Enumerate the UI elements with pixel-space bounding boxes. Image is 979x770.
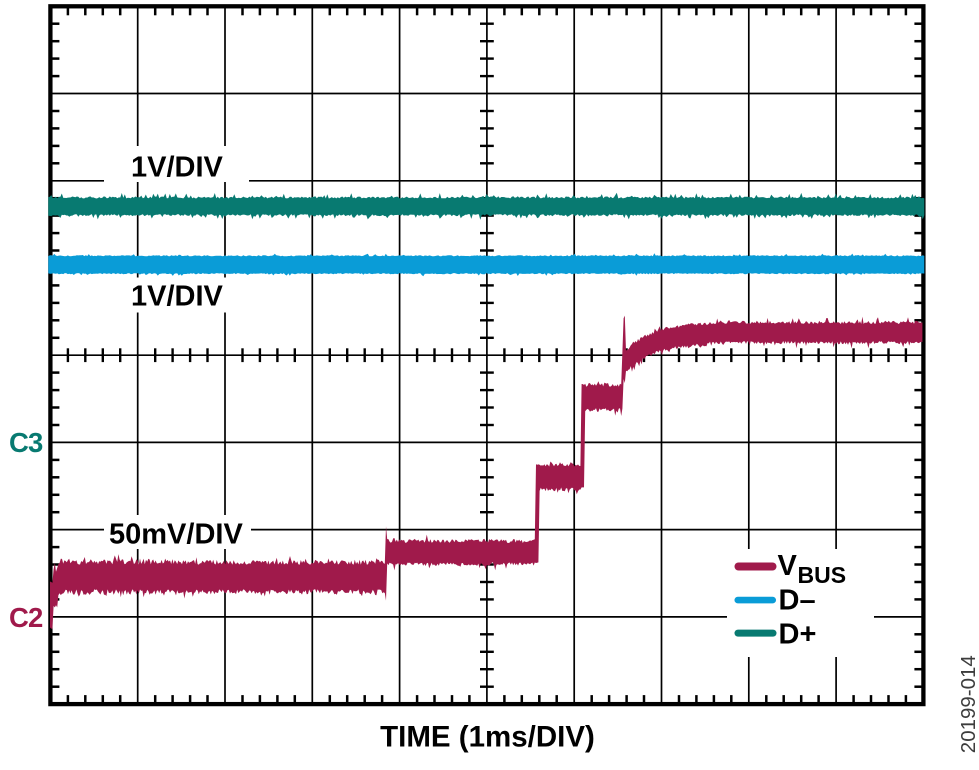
svg-text:D+: D+ [779, 619, 817, 651]
svg-text:TIME (1ms/DIV): TIME (1ms/DIV) [380, 720, 595, 753]
svg-text:C3: C3 [9, 427, 43, 458]
svg-text:D–: D– [779, 585, 816, 617]
svg-text:20199-014: 20199-014 [957, 655, 979, 753]
svg-text:50mV/DIV: 50mV/DIV [109, 519, 243, 551]
svg-text:1V/DIV: 1V/DIV [131, 280, 224, 312]
svg-text:1V/DIV: 1V/DIV [131, 152, 224, 184]
svg-text:V: V [778, 550, 798, 582]
svg-text:C2: C2 [9, 602, 43, 633]
svg-text:BUS: BUS [798, 562, 847, 588]
